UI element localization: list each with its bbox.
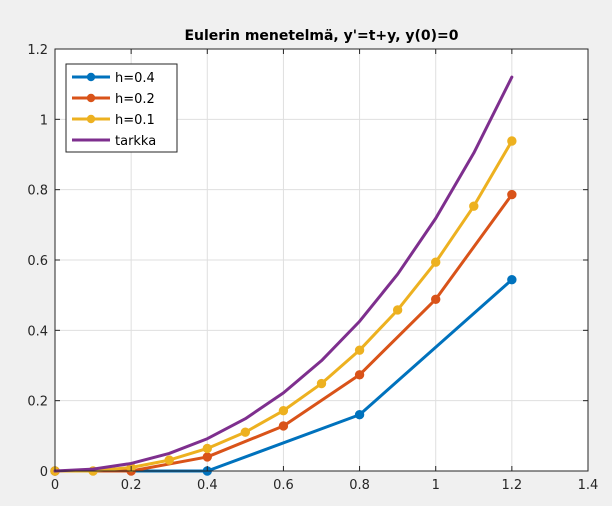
legend: h=0.4 h=0.2 h=0.1 tarkka <box>65 63 178 153</box>
data-point <box>354 370 365 380</box>
x-tick-label: 0 <box>51 478 59 493</box>
data-point <box>202 443 212 454</box>
data-point <box>507 136 517 146</box>
x-tick-label: 1 <box>432 478 440 493</box>
y-tick-label: 0.4 <box>27 324 48 339</box>
data-point <box>202 452 212 462</box>
legend-label: h=0.1 <box>115 113 155 128</box>
x-tick-label: 0.6 <box>273 478 294 493</box>
x-tick-label: 1.2 <box>502 478 523 493</box>
y-tick-label: 1.2 <box>27 43 48 58</box>
x-tick-label: 0.4 <box>197 478 218 493</box>
y-tick-label: 0.2 <box>27 395 48 410</box>
data-point <box>164 455 174 465</box>
legend-label: h=0.4 <box>115 71 155 86</box>
data-point <box>354 345 365 355</box>
data-point <box>316 378 327 389</box>
y-tick-label: 1 <box>40 113 48 128</box>
series-line-tarkka <box>53 75 514 473</box>
x-tick-label: 1.4 <box>578 478 599 493</box>
data-point <box>392 305 403 315</box>
x-tick-label: 0.8 <box>349 478 370 493</box>
y-tick-label: 0 <box>40 465 48 480</box>
x-tick-label: 0.2 <box>121 478 142 493</box>
data-point <box>278 421 289 431</box>
y-tick-label: 0.8 <box>27 184 48 199</box>
legend-marker <box>86 72 96 82</box>
legend-box <box>65 63 178 153</box>
data-point <box>354 410 365 420</box>
data-point <box>469 201 479 211</box>
data-point <box>507 274 517 285</box>
legend-label: tarkka <box>115 134 156 149</box>
y-tick-label: 0.6 <box>27 254 48 269</box>
data-point <box>507 189 517 200</box>
chart-title: Eulerin menetelmä, y'=t+y, y(0)=0 <box>184 28 458 44</box>
legend-marker <box>86 93 96 103</box>
data-point <box>431 257 441 267</box>
legend-marker <box>86 114 96 124</box>
legend-label: h=0.2 <box>115 92 155 107</box>
data-point <box>240 427 251 437</box>
data-point <box>431 294 441 304</box>
data-point <box>278 405 289 416</box>
